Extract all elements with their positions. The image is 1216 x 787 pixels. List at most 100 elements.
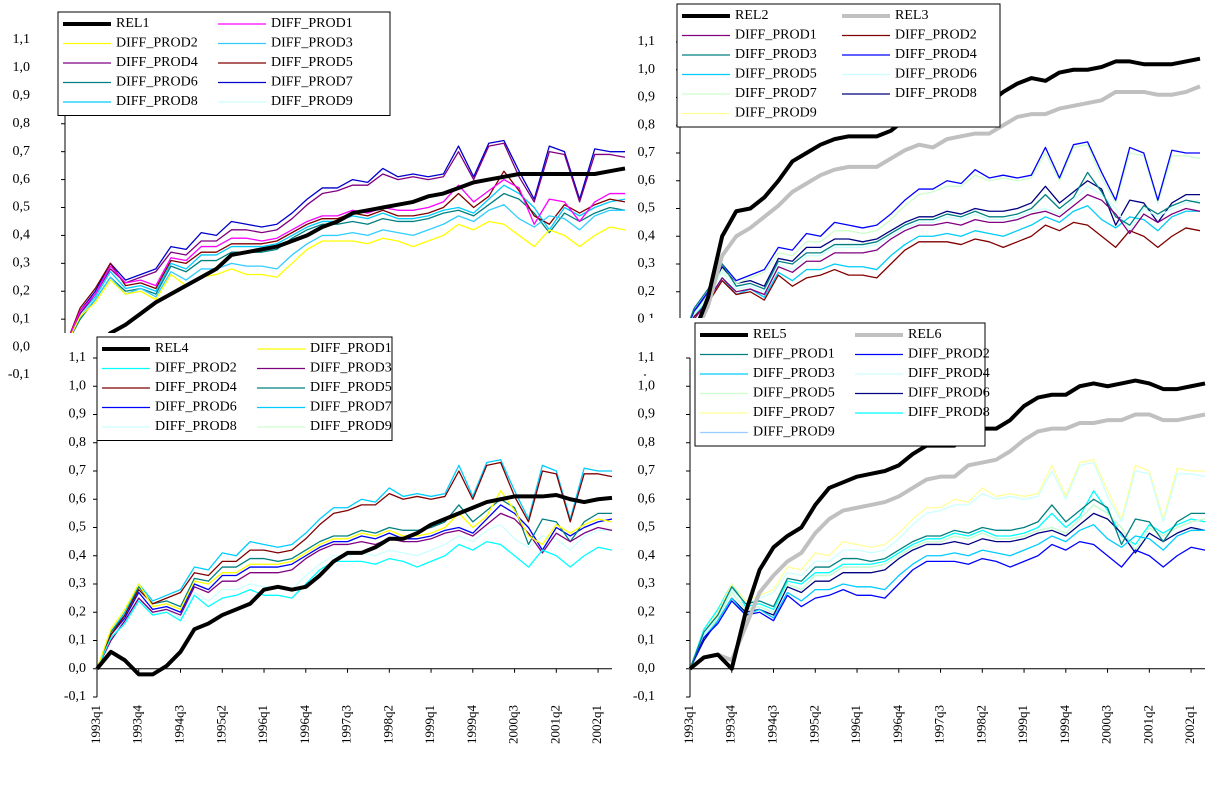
series-line bbox=[64, 139, 625, 348]
legend-label: DIFF_PROD7 bbox=[310, 400, 392, 415]
x-tick-label: 1997q3 bbox=[339, 705, 354, 744]
y-tick-label: 1,0 bbox=[638, 378, 656, 393]
legend-box bbox=[676, 3, 1001, 128]
legend-label: DIFF_PROD9 bbox=[753, 425, 835, 440]
y-tick-label: 0,5 bbox=[638, 201, 656, 216]
series-line bbox=[64, 220, 626, 348]
series-line bbox=[689, 459, 1205, 669]
y-tick-label: 0,4 bbox=[638, 228, 656, 243]
legend-label: DIFF_PROD7 bbox=[271, 75, 353, 90]
series-line bbox=[96, 461, 613, 669]
legend-label: DIFF_PROD8 bbox=[116, 94, 198, 109]
legend-box bbox=[96, 336, 393, 441]
y-tick-label: 0,1 bbox=[69, 633, 87, 648]
x-tick-label: 1994q3 bbox=[764, 705, 779, 744]
series-line bbox=[679, 221, 1201, 348]
y-tick-label: 0,5 bbox=[69, 520, 87, 535]
legend-label: DIFF_PROD7 bbox=[753, 405, 835, 420]
y-tick-label: 0,9 bbox=[13, 88, 31, 103]
series-line bbox=[679, 144, 1201, 348]
y-tick-label: 0,7 bbox=[638, 463, 656, 478]
x-tick-label: 2002q1 bbox=[589, 705, 604, 744]
x-tick-label: 1999q1 bbox=[1015, 705, 1030, 744]
series-line bbox=[96, 490, 613, 669]
y-tick-label: -0,1 bbox=[64, 689, 86, 704]
x-tick-label: 1996q1 bbox=[255, 705, 270, 744]
legend-label: DIFF_PROD9 bbox=[271, 94, 353, 109]
x-tick-label: 1999q4 bbox=[1057, 705, 1072, 745]
series-line bbox=[679, 171, 1201, 348]
legend-label: DIFF_PROD2 bbox=[895, 28, 977, 43]
y-tick-label: 0,7 bbox=[638, 145, 656, 160]
series-line bbox=[63, 166, 626, 377]
legend-label: DIFF_PROD4 bbox=[116, 55, 198, 70]
legend-label: DIFF_PROD6 bbox=[895, 67, 977, 82]
x-tick-label: 1998q2 bbox=[973, 705, 988, 744]
y-tick-label: 0,8 bbox=[13, 116, 31, 131]
series-line bbox=[96, 459, 612, 669]
y-tick-label: 0,6 bbox=[69, 491, 87, 506]
x-tick-label: 1996q4 bbox=[297, 705, 312, 745]
legend-label: DIFF_PROD5 bbox=[753, 386, 835, 401]
series-line bbox=[688, 412, 1206, 671]
y-tick-label: 1,1 bbox=[638, 34, 656, 49]
series-line bbox=[689, 504, 1206, 669]
y-tick-label: 0,8 bbox=[69, 435, 87, 450]
series-line bbox=[679, 205, 1200, 348]
series-line bbox=[689, 461, 1206, 669]
x-tick-label: 2001q2 bbox=[547, 705, 562, 744]
y-tick-label: -0,1 bbox=[633, 689, 655, 704]
y-tick-label: 0,6 bbox=[638, 173, 656, 188]
legend-label: DIFF_PROD6 bbox=[155, 400, 237, 415]
x-tick-label: 1999q4 bbox=[464, 705, 479, 745]
series-line bbox=[64, 142, 626, 348]
x-tick-label: 1996q1 bbox=[848, 705, 863, 744]
legend-label: DIFF_PROD1 bbox=[753, 347, 835, 362]
legend-label: DIFF_PROD4 bbox=[908, 366, 990, 381]
legend-label: DIFF_PROD1 bbox=[735, 28, 817, 43]
y-tick-label: 0,2 bbox=[13, 283, 31, 298]
legend-box bbox=[694, 322, 986, 447]
series-line bbox=[689, 524, 1205, 670]
x-tick-label: 1993q1 bbox=[88, 705, 103, 744]
series-line bbox=[678, 84, 1201, 349]
x-tick-label: 1995q2 bbox=[806, 705, 821, 744]
y-tick-label: 0,2 bbox=[69, 604, 87, 619]
y-tick-label: 0,3 bbox=[638, 576, 656, 591]
x-tick-label: 1996q4 bbox=[890, 705, 905, 745]
legend-label: DIFF_PROD3 bbox=[271, 36, 353, 51]
legend-label: REL1 bbox=[116, 16, 149, 31]
legend-label: REL4 bbox=[155, 341, 188, 356]
legend-label: DIFF_PROD3 bbox=[753, 366, 835, 381]
legend-label: DIFF_PROD2 bbox=[116, 36, 198, 51]
y-tick-label: 0,7 bbox=[13, 144, 31, 159]
legend-label: REL5 bbox=[753, 327, 786, 342]
legend-label: DIFF_PROD4 bbox=[895, 47, 977, 62]
x-tick-label: 1994q3 bbox=[171, 705, 186, 744]
y-tick-label: 0,9 bbox=[69, 407, 87, 422]
y-tick-label: 0,8 bbox=[638, 435, 656, 450]
x-tick-label: 1995q2 bbox=[213, 705, 228, 744]
legend-label: DIFF_PROD3 bbox=[735, 47, 817, 62]
y-tick-label: 1,0 bbox=[69, 378, 87, 393]
y-tick-label: 0,2 bbox=[638, 284, 656, 299]
x-tick-label: 1993q4 bbox=[723, 705, 738, 745]
legend-label: DIFF_PROD5 bbox=[735, 67, 817, 82]
series-line bbox=[679, 180, 1200, 348]
legend-label: DIFF_PROD9 bbox=[310, 419, 392, 434]
x-tick-label: 1993q4 bbox=[130, 705, 145, 745]
y-tick-label: 0,6 bbox=[13, 172, 31, 187]
y-tick-label: 0,8 bbox=[638, 117, 656, 132]
x-tick-label: 1998q2 bbox=[380, 705, 395, 744]
y-tick-label: 0,5 bbox=[13, 200, 31, 215]
y-tick-label: 0,3 bbox=[638, 256, 656, 271]
x-tick-label: 2000q3 bbox=[1099, 705, 1114, 744]
legend-label: DIFF_PROD7 bbox=[735, 86, 817, 101]
series-line bbox=[689, 490, 1206, 669]
series-line bbox=[96, 504, 613, 669]
y-tick-label: 0,5 bbox=[638, 520, 656, 535]
legend-label: DIFF_PROD9 bbox=[735, 106, 817, 121]
y-tick-label: 0,3 bbox=[69, 576, 87, 591]
y-tick-label: 0,0 bbox=[69, 661, 87, 676]
